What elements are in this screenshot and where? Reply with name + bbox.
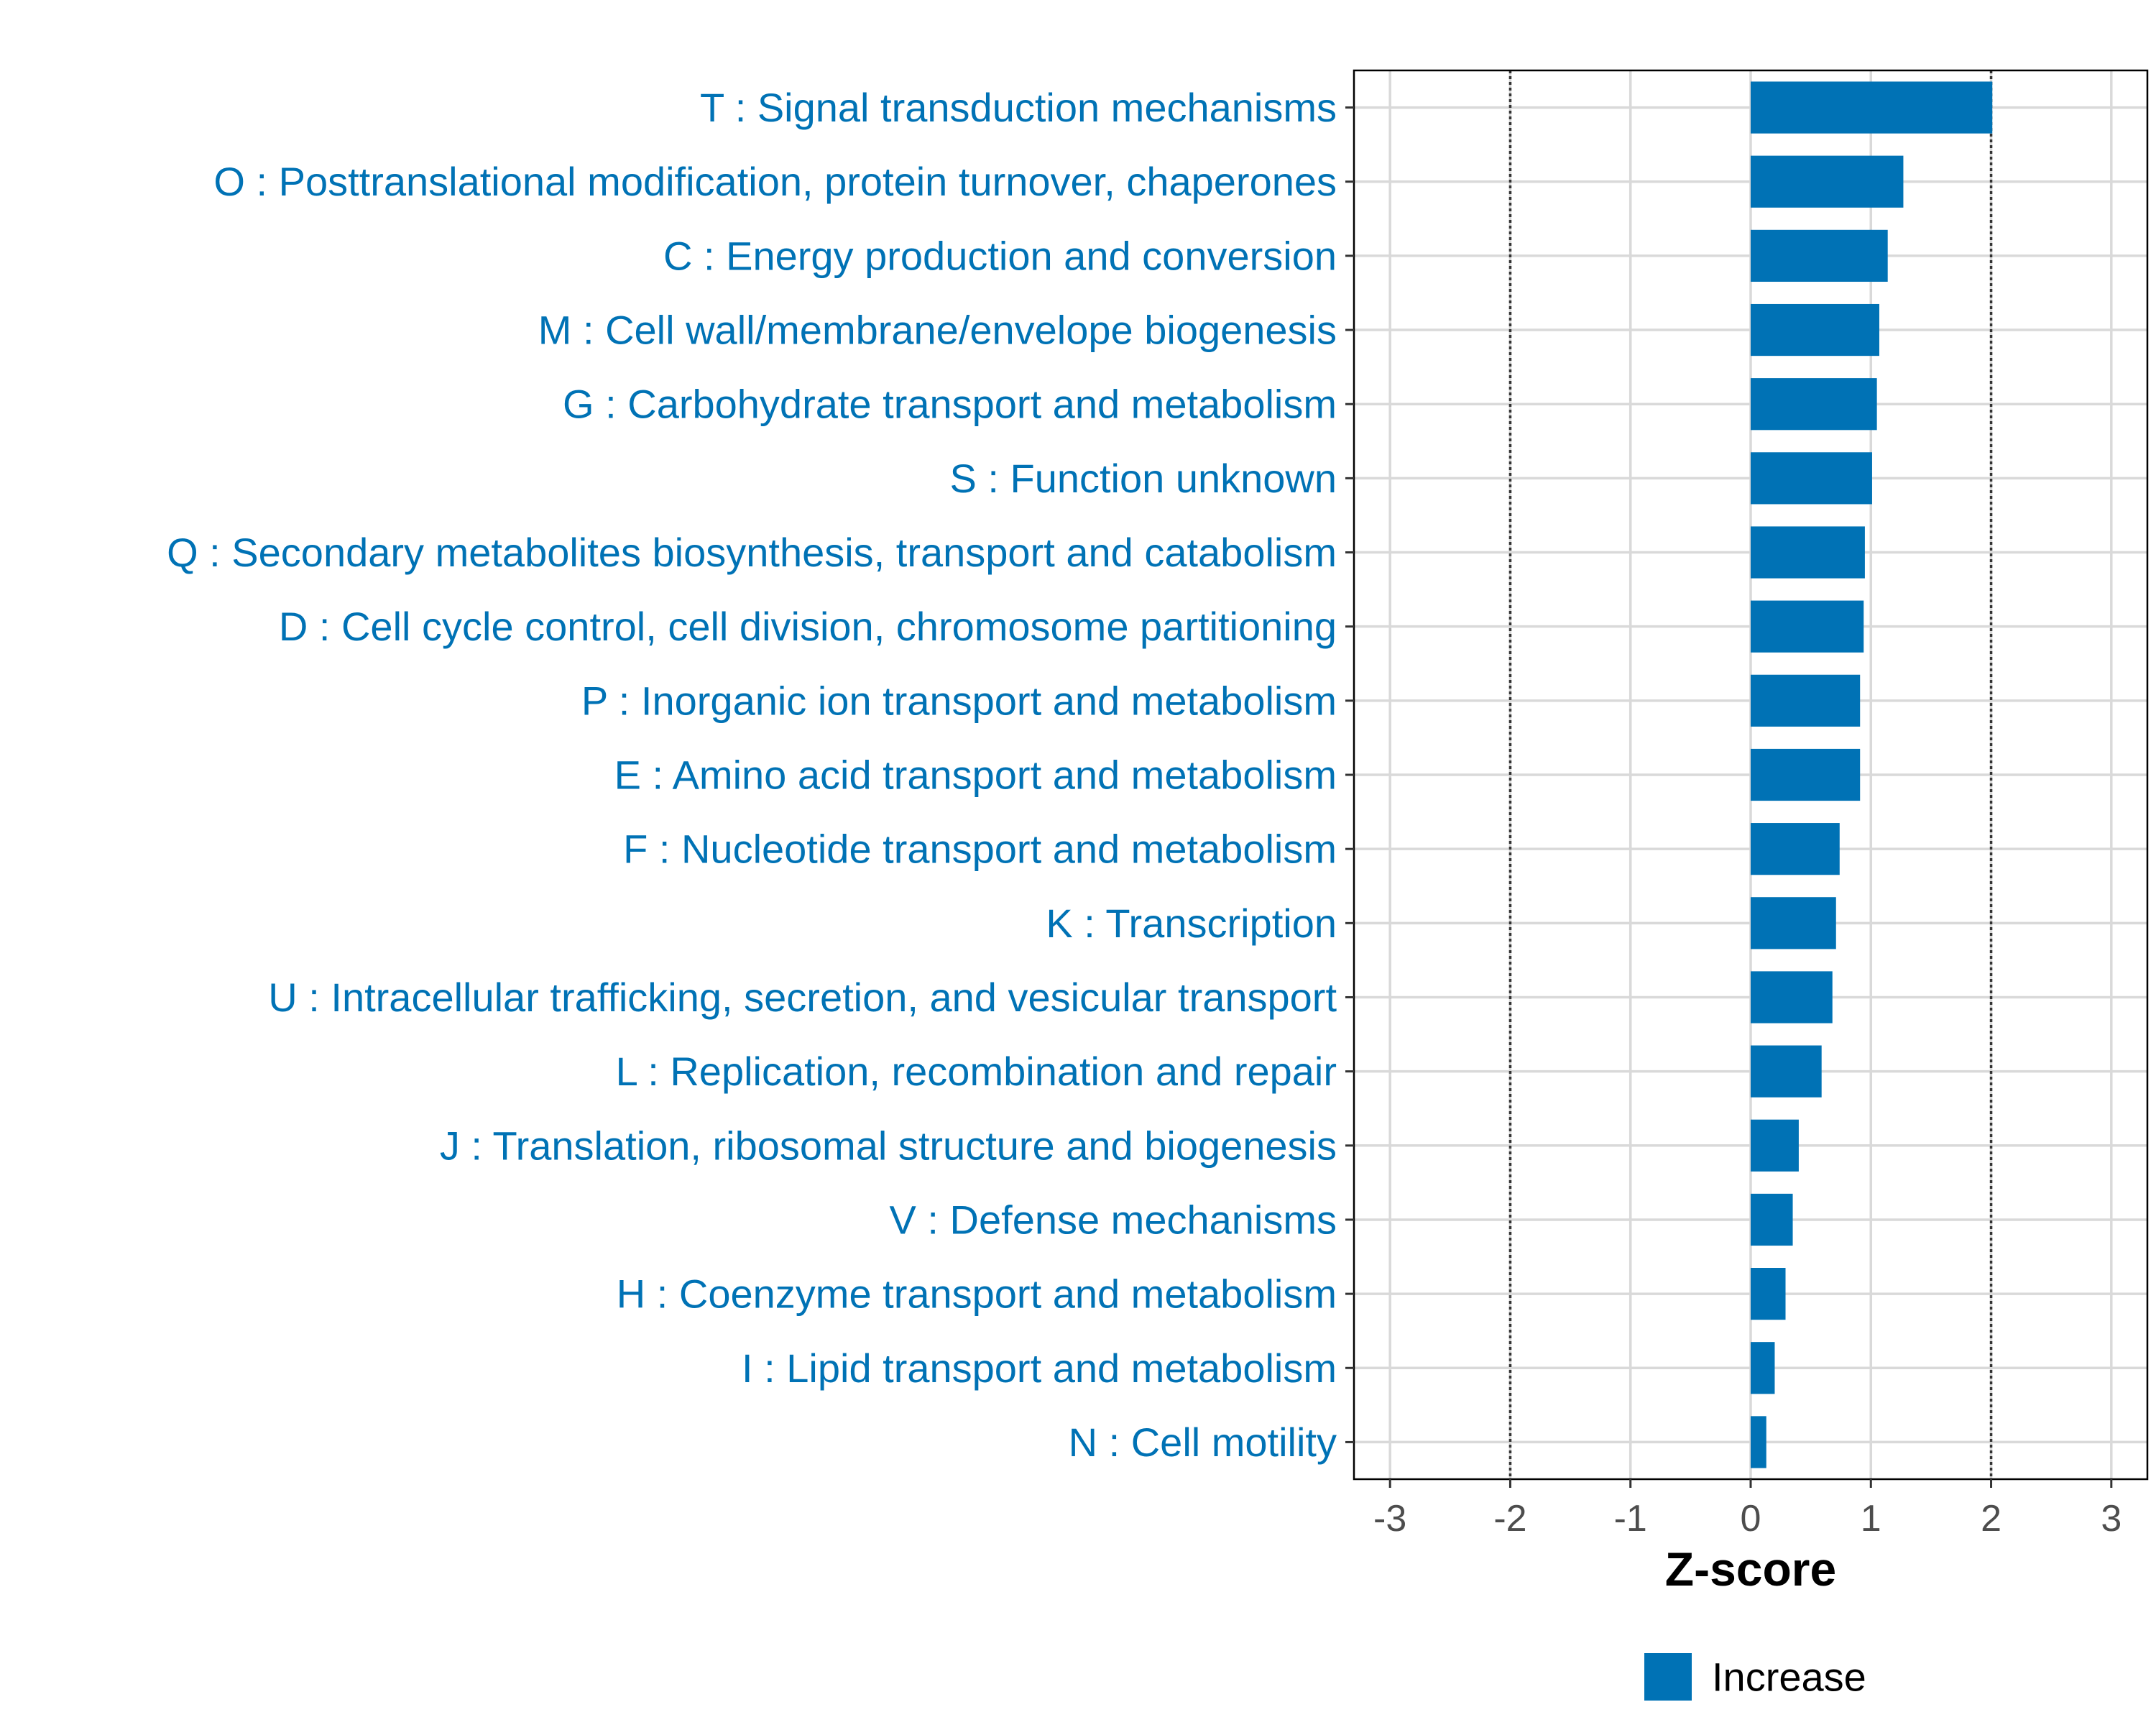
bar-7 [1751, 600, 1864, 653]
category-label-10: F : Nucleotide transport and metabolism [623, 827, 1337, 872]
bar-12 [1751, 971, 1833, 1024]
category-label-8: P : Inorganic ion transport and metaboli… [581, 678, 1337, 723]
category-label-16: H : Coenzyme transport and metabolism [617, 1271, 1337, 1317]
category-label-5: S : Function unknown [949, 456, 1337, 501]
bar-4 [1751, 378, 1877, 431]
x-tick-label-0: -3 [1373, 1498, 1406, 1540]
bar-14 [1751, 1119, 1799, 1172]
bars [1751, 81, 1993, 1468]
category-label-1: O : Posttranslational modification, prot… [213, 159, 1337, 204]
bar-18 [1751, 1416, 1766, 1468]
category-label-18: N : Cell motility [1069, 1420, 1337, 1465]
bar-13 [1751, 1045, 1822, 1098]
bar-6 [1751, 526, 1865, 579]
bar-0 [1751, 81, 1993, 134]
bar-11 [1751, 897, 1836, 949]
category-label-14: J : Translation, ribosomal structure and… [440, 1123, 1337, 1168]
category-label-6: Q : Secondary metabolites biosynthesis, … [167, 530, 1337, 575]
legend-label-increase: Increase [1712, 1655, 1866, 1700]
bar-2 [1751, 229, 1888, 282]
category-label-13: L : Replication, recombination and repai… [616, 1049, 1337, 1094]
reference-lines [1508, 70, 1993, 1479]
category-label-2: C : Energy production and conversion [663, 233, 1337, 278]
axis-ticks [1345, 106, 2113, 1488]
category-label-17: I : Lipid transport and metabolism [742, 1346, 1337, 1391]
category-label-7: D : Cell cycle control, cell division, c… [279, 604, 1337, 649]
x-tick-label-1: -2 [1493, 1498, 1526, 1540]
bar-8 [1751, 674, 1861, 727]
bar-9 [1751, 748, 1861, 801]
bar-10 [1751, 823, 1840, 875]
bar-5 [1751, 452, 1872, 505]
bar-15 [1751, 1193, 1793, 1246]
bar-17 [1751, 1342, 1775, 1394]
x-tick-label-2: -1 [1614, 1498, 1647, 1540]
category-label-12: U : Intracellular trafficking, secretion… [268, 975, 1337, 1020]
bar-1 [1751, 155, 1904, 208]
x-tick-label-4: 1 [1861, 1498, 1881, 1540]
x-tick-label-5: 2 [1981, 1498, 2001, 1540]
bar-3 [1751, 303, 1879, 356]
category-label-15: V : Defense mechanisms [890, 1197, 1337, 1242]
bar-16 [1751, 1268, 1786, 1320]
category-label-3: M : Cell wall/membrane/envelope biogenes… [538, 308, 1337, 353]
category-labels: T : Signal transduction mechanisms O : Po… [167, 85, 1337, 1465]
category-label-9: E : Amino acid transport and metabolism [614, 753, 1337, 798]
category-label-4: G : Carbohydrate transport and metabolis… [563, 382, 1337, 427]
category-label-0: T : Signal transduction mechanisms [700, 85, 1337, 130]
x-tick-label-6: 3 [2101, 1498, 2122, 1540]
x-tick-label-3: 0 [1741, 1498, 1761, 1540]
legend-key-increase [1644, 1653, 1692, 1701]
legend: Increase [1644, 1653, 1866, 1701]
x-axis-title: Z-score [1665, 1542, 1836, 1596]
category-label-11: K : Transcription [1046, 901, 1337, 946]
x-tick-labels: -3 -2 -1 0 1 2 3 [1373, 1498, 2122, 1540]
